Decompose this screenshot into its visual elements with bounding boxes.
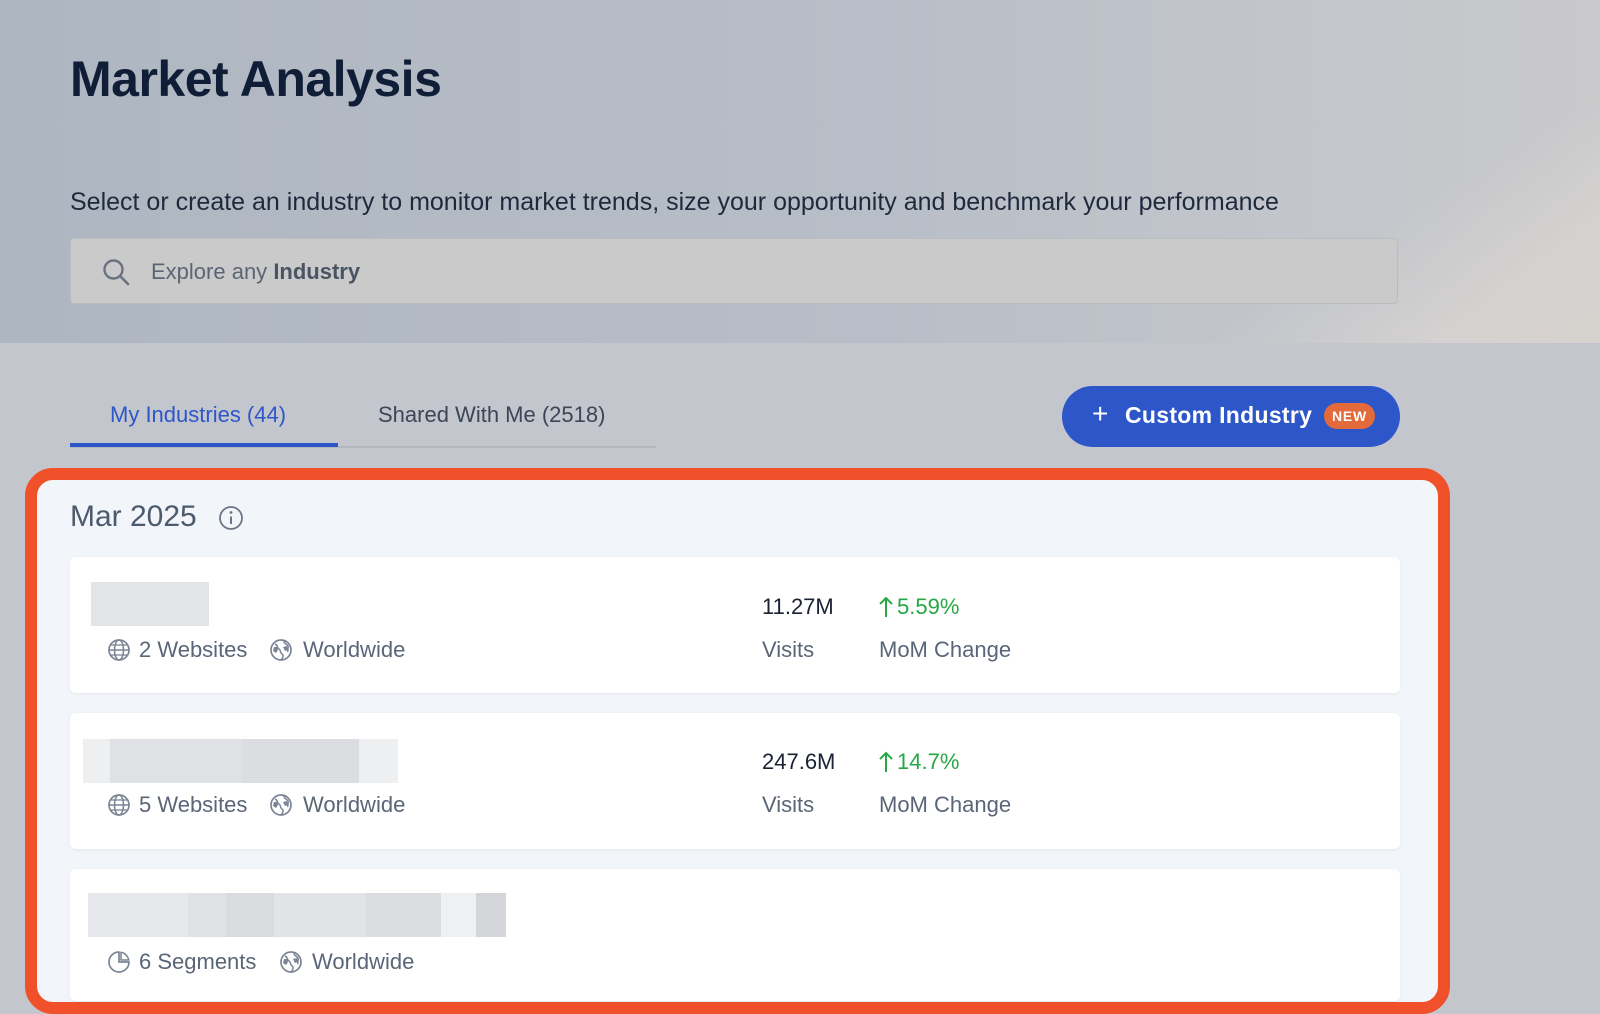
industry-card[interactable]: 5 Websites Worldwide 247.6M Visits 14.7%… (70, 713, 1400, 849)
search-placeholder: Explore any Industry (151, 259, 360, 285)
region-label: Worldwide (303, 637, 406, 662)
arrow-up-icon (879, 751, 893, 772)
visits-value: 247.6M (762, 749, 836, 774)
active-tab-indicator (70, 443, 338, 447)
redacted-industry-name (91, 582, 209, 626)
region-label: Worldwide (303, 792, 406, 817)
period-label: Mar 2025 (70, 500, 197, 533)
arrow-up-icon (879, 596, 893, 617)
visits-label: Visits (762, 637, 815, 662)
page-title: Market Analysis (70, 51, 442, 107)
world-icon (280, 951, 302, 973)
industry-card[interactable]: 6 Segments Worldwide (70, 869, 1400, 1001)
tab-my-industries[interactable]: My Industries (44) (110, 402, 287, 427)
redacted-industry-name (83, 739, 398, 783)
page-subtitle: Select or create an industry to monitor … (70, 188, 1279, 216)
visits-label: Visits (762, 792, 815, 817)
pie-segments-icon (108, 951, 130, 973)
search-placeholder-emphasis: Industry (273, 259, 361, 284)
industry-card[interactable]: 2 Websites Worldwide 11.27M Visits 5.59%… (70, 557, 1400, 693)
redacted-industry-name (88, 893, 506, 937)
info-icon[interactable] (218, 505, 244, 531)
industry-tabs: My Industries (44) Shared With Me (2518) (70, 388, 656, 448)
mom-change-label: MoM Change (879, 637, 1012, 662)
plus-icon: + (1092, 398, 1109, 429)
website-count: 5 Websites (139, 792, 248, 817)
industry-search-input[interactable]: Explore any Industry (70, 238, 1398, 304)
custom-industry-label: Custom Industry (1125, 402, 1313, 428)
hero-banner: Market Analysis Select or create an indu… (0, 0, 1600, 343)
world-icon (270, 794, 292, 816)
region-label: Worldwide (312, 949, 415, 974)
new-badge: NEW (1324, 403, 1376, 429)
segment-count: 6 Segments (139, 949, 257, 974)
globe-icon (108, 794, 130, 816)
mom-change-label: MoM Change (879, 792, 1012, 817)
search-icon (103, 259, 130, 286)
mom-change-value: 5.59% (897, 594, 960, 619)
search-placeholder-prefix: Explore any (151, 259, 268, 284)
website-count: 2 Websites (139, 637, 248, 662)
tab-shared-with-me[interactable]: Shared With Me (2518) (378, 402, 606, 427)
custom-industry-button[interactable]: + Custom Industry NEW (1062, 386, 1400, 447)
globe-icon (108, 639, 130, 661)
visits-value: 11.27M (762, 594, 834, 619)
mom-change-value: 14.7% (897, 749, 960, 774)
world-icon (270, 639, 292, 661)
